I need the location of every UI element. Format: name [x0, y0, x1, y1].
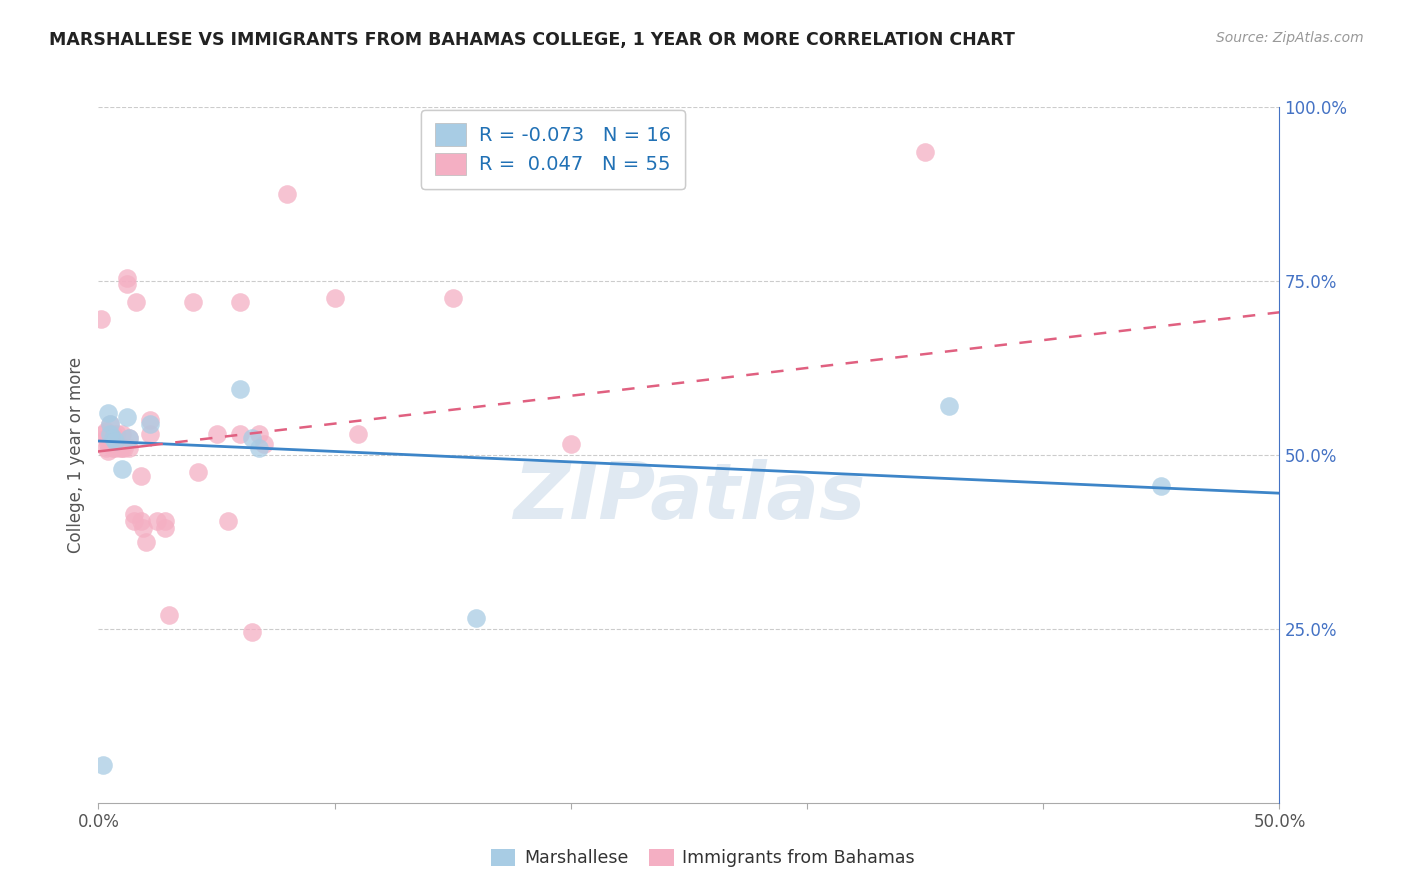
Y-axis label: College, 1 year or more: College, 1 year or more [67, 357, 86, 553]
Point [153, 521, 176, 535]
Point [111, 427, 134, 442]
Point [240, 430, 263, 444]
Point [247, 427, 270, 442]
Point [253, 437, 276, 451]
Point [139, 417, 162, 431]
Point [347, 427, 370, 442]
Point [181, 294, 204, 309]
Point [94, 441, 117, 455]
Point [229, 294, 252, 309]
Point [108, 441, 131, 455]
Legend: Marshallese, Immigrants from Bahamas: Marshallese, Immigrants from Bahamas [484, 842, 922, 874]
Point [97, 430, 120, 444]
Point [94, 424, 117, 438]
Point [914, 145, 936, 160]
Point [229, 382, 252, 396]
Point [105, 437, 128, 451]
Point [97, 444, 120, 458]
Point [1150, 479, 1173, 493]
Point [111, 462, 134, 476]
Point [129, 468, 152, 483]
Point [465, 611, 488, 625]
Point [187, 466, 209, 480]
Point [112, 441, 135, 455]
Point [118, 441, 141, 455]
Point [105, 427, 128, 442]
Point [135, 534, 157, 549]
Point [157, 607, 180, 622]
Point [153, 514, 176, 528]
Text: ZIPatlas: ZIPatlas [513, 458, 865, 534]
Point [91, 757, 114, 772]
Point [115, 277, 138, 292]
Point [94, 430, 117, 444]
Point [118, 430, 141, 444]
Point [122, 514, 145, 528]
Point [104, 434, 127, 448]
Point [122, 507, 145, 521]
Point [118, 430, 141, 444]
Point [132, 521, 155, 535]
Point [91, 427, 114, 442]
Point [217, 514, 239, 528]
Point [560, 437, 582, 451]
Point [441, 291, 464, 305]
Point [115, 409, 138, 424]
Point [146, 514, 169, 528]
Point [111, 441, 134, 455]
Point [115, 270, 138, 285]
Point [139, 413, 162, 427]
Point [205, 427, 228, 442]
Point [247, 441, 270, 455]
Point [101, 430, 124, 444]
Text: MARSHALLESE VS IMMIGRANTS FROM BAHAMAS COLLEGE, 1 YEAR OR MORE CORRELATION CHART: MARSHALLESE VS IMMIGRANTS FROM BAHAMAS C… [49, 31, 1015, 49]
Text: Source: ZipAtlas.com: Source: ZipAtlas.com [1216, 31, 1364, 45]
Point [98, 417, 121, 431]
Point [129, 514, 152, 528]
Point [104, 434, 127, 448]
Point [323, 291, 346, 305]
Point [101, 441, 124, 455]
Point [938, 399, 960, 413]
Point [97, 406, 120, 420]
Legend: R = -0.073   N = 16, R =  0.047   N = 55: R = -0.073 N = 16, R = 0.047 N = 55 [420, 110, 685, 189]
Point [276, 187, 298, 202]
Point [101, 427, 124, 442]
Point [98, 437, 121, 451]
Point [98, 427, 121, 442]
Point [98, 427, 121, 442]
Point [97, 437, 120, 451]
Point [90, 312, 112, 326]
Point [139, 427, 162, 442]
Point [125, 294, 148, 309]
Point [98, 434, 121, 448]
Point [104, 441, 127, 455]
Point [240, 625, 263, 640]
Point [101, 434, 124, 448]
Point [229, 427, 252, 442]
Point [98, 417, 121, 431]
